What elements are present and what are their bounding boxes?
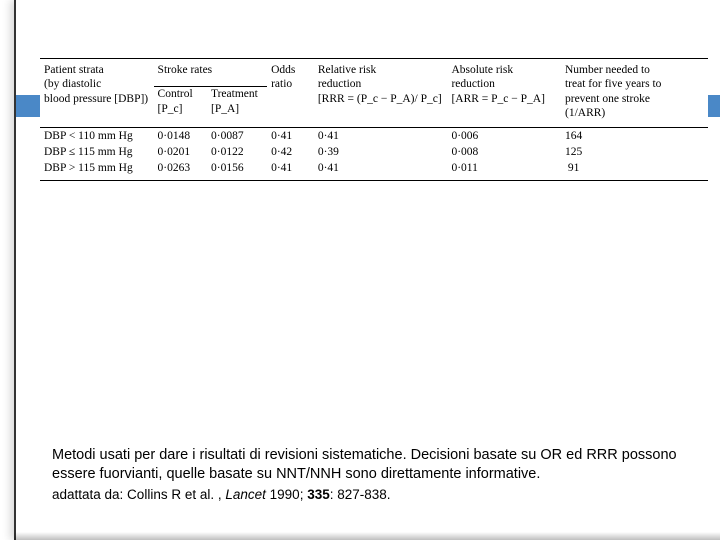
cell-control: 0·0148 bbox=[154, 127, 207, 144]
table-row: DBP < 110 mm Hg 0·0148 0·0087 0·41 0·41 … bbox=[40, 127, 708, 144]
cell-arr: 0·008 bbox=[447, 144, 561, 160]
col-header-arr: Absolute risk reduction [ARR = P_c − P_A… bbox=[447, 59, 561, 128]
caption-block: Metodi usati per dare i risultati di rev… bbox=[52, 446, 696, 503]
col-subheader-treatment: Treatment [P_A] bbox=[207, 87, 267, 127]
citation-pages: : 827-838. bbox=[330, 487, 391, 502]
table-row: DBP ≤ 115 mm Hg 0·0201 0·0122 0·42 0·39 … bbox=[40, 144, 708, 160]
caption-text: Metodi usati per dare i risultati di rev… bbox=[52, 446, 696, 484]
citation-volume: 335 bbox=[307, 487, 330, 502]
cell-nnt: 125 bbox=[561, 144, 708, 160]
cell-nnt: 164 bbox=[561, 127, 708, 144]
cell-arr: 0·006 bbox=[447, 127, 561, 144]
col-header-rrr: Relative risk reduction [RRR = (P_c − P_… bbox=[314, 59, 448, 128]
cell-treatment: 0·0087 bbox=[207, 127, 267, 144]
col-header-stroke-rates: Stroke rates bbox=[154, 59, 268, 87]
citation-journal: Lancet bbox=[225, 487, 266, 502]
cell-treatment: 0·0156 bbox=[207, 160, 267, 181]
citation-prefix: adattata da: Collins R et al. , bbox=[52, 487, 225, 502]
data-table: Patient strata (by diastolic blood press… bbox=[40, 58, 708, 181]
cell-treatment: 0·0122 bbox=[207, 144, 267, 160]
cell-strata: DBP < 110 mm Hg bbox=[40, 127, 154, 144]
cell-odds: 0·41 bbox=[267, 127, 314, 144]
cell-odds: 0·42 bbox=[267, 144, 314, 160]
cell-rrr: 0·39 bbox=[314, 144, 448, 160]
cell-odds: 0·41 bbox=[267, 160, 314, 181]
slide-frame: Patient strata (by diastolic blood press… bbox=[14, 0, 720, 540]
table-row: DBP > 115 mm Hg 0·0263 0·0156 0·41 0·41 … bbox=[40, 160, 708, 181]
col-header-nnt: Number needed to treat for five years to… bbox=[561, 59, 708, 128]
cell-rrr: 0·41 bbox=[314, 160, 448, 181]
citation-year: 1990; bbox=[266, 487, 307, 502]
cell-nnt: 91 bbox=[561, 160, 708, 181]
citation: adattata da: Collins R et al. , Lancet 1… bbox=[52, 486, 696, 504]
col-subheader-control: Control [P_c] bbox=[154, 87, 207, 127]
cell-arr: 0·011 bbox=[447, 160, 561, 181]
col-header-strata: Patient strata (by diastolic blood press… bbox=[40, 59, 154, 128]
cell-rrr: 0·41 bbox=[314, 127, 448, 144]
cell-strata: DBP ≤ 115 mm Hg bbox=[40, 144, 154, 160]
cell-strata: DBP > 115 mm Hg bbox=[40, 160, 154, 181]
col-header-odds: Odds ratio bbox=[267, 59, 314, 128]
cell-control: 0·0201 bbox=[154, 144, 207, 160]
bottom-shadow bbox=[14, 532, 720, 540]
cell-control: 0·0263 bbox=[154, 160, 207, 181]
